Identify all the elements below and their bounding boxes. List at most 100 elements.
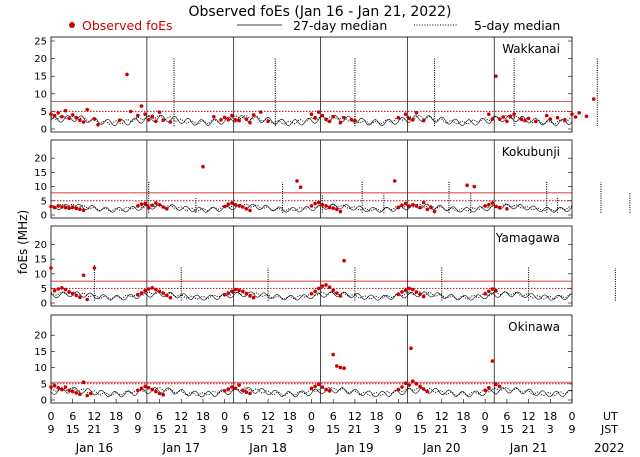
observed-point [143,201,147,206]
observed-point [60,387,64,392]
observed-point [487,112,491,116]
day-label: Jan 18 [248,441,287,455]
chart-title: Observed foEs (Jan 16 - Jan 21, 2022) [189,4,452,20]
observed-point [248,208,252,213]
observed-point [85,393,89,398]
observed-point [400,203,404,208]
observed-point [237,288,241,293]
observed-point [505,207,509,211]
y-tick-label: 25 [34,37,47,48]
observed-point [309,204,314,208]
observed-point [418,384,422,389]
x-tick-label-ut: 6 [156,410,163,423]
observed-point [139,291,144,295]
x-tick-label-jst: 3 [113,423,120,436]
observed-point [487,203,491,207]
observed-point [316,382,321,387]
observed-point [411,379,415,384]
observed-point [425,207,430,212]
x-tick-label-jst: 9 [482,423,489,436]
observed-point [226,202,231,206]
observed-point [472,184,477,189]
observed-point [421,118,426,123]
x-tick-label-jst: 9 [395,423,402,436]
legend: Observed foEs 27-day median 5-day median [69,18,560,33]
x-tick-label-ut: 12 [435,410,449,423]
observed-point [74,391,79,395]
observed-point [309,386,314,391]
observed-point [157,110,162,114]
observed-point [414,204,419,208]
observed-point [494,288,498,293]
x-tick-label-ut: 6 [503,410,510,423]
observed-point [512,112,516,116]
observed-point [316,110,321,114]
observed-point [324,283,328,287]
x-tick-label-ut: 0 [134,410,141,423]
panels-group: 0 5 10 15 20 25 Wakkanai 0 5 10 15 20 Kokubunji 0 5 10 1… [34,37,631,407]
observed-point [309,112,314,116]
station-label: Okinawa [508,320,560,334]
observed-point [161,393,165,397]
observed-point [63,287,68,292]
observed-point [577,111,581,115]
observed-point [168,120,173,124]
y-tick-label: 15 [34,72,47,83]
observed-point [526,116,531,121]
observed-point [320,203,325,207]
observed-point [81,208,86,212]
observed-point [349,118,354,122]
panel-wakkanai: 0 5 10 15 20 25 Wakkanai [34,37,598,136]
observed-point [230,385,234,389]
observed-point [244,207,249,211]
observed-point [494,382,498,387]
panel-frame [50,225,573,307]
observed-point [146,287,151,291]
observed-point [414,290,419,294]
x-tick-label-jst: 15 [326,423,340,436]
x-tick-label-jst: 15 [153,423,167,436]
observed-point [67,116,71,121]
observed-point [128,109,133,114]
x-tick-label-jst: 15 [413,423,427,436]
observed-point [165,207,169,211]
y-tick-label: 20 [34,154,47,165]
x-tick-label-ut: 0 [308,410,315,423]
observed-point [222,389,227,393]
observed-point [342,366,346,371]
observed-point [139,386,144,391]
observed-point [146,118,151,122]
observed-point [92,266,97,270]
observed-point [226,118,231,122]
observed-point [414,111,419,115]
observed-point [96,123,100,127]
observed-point [154,201,158,205]
y-tick-label: 0 [41,396,47,407]
median-27-line [50,291,573,301]
observed-point [396,387,401,392]
observed-point [327,285,332,290]
observed-point [63,108,68,113]
y-tick-label: 20 [34,331,47,342]
observed-point [396,292,401,297]
observed-point [67,206,71,210]
observed-point [487,385,491,390]
observed-point [70,113,75,117]
median-27-line [50,114,573,127]
observed-point [241,388,245,393]
observed-point [56,111,60,115]
observed-point [331,352,336,357]
observed-point [320,113,325,118]
observed-point [591,97,596,101]
observed-point [248,391,252,396]
observed-point [544,113,549,118]
x-tick-label-ut: 12 [261,410,275,423]
observed-point [338,294,343,298]
observed-point [555,115,560,120]
observed-point [81,273,86,278]
observed-point [396,205,401,210]
observed-point [74,293,79,298]
x-tick-label-ut: 18 [543,410,557,423]
observed-point [501,115,506,119]
observed-point [244,291,249,296]
